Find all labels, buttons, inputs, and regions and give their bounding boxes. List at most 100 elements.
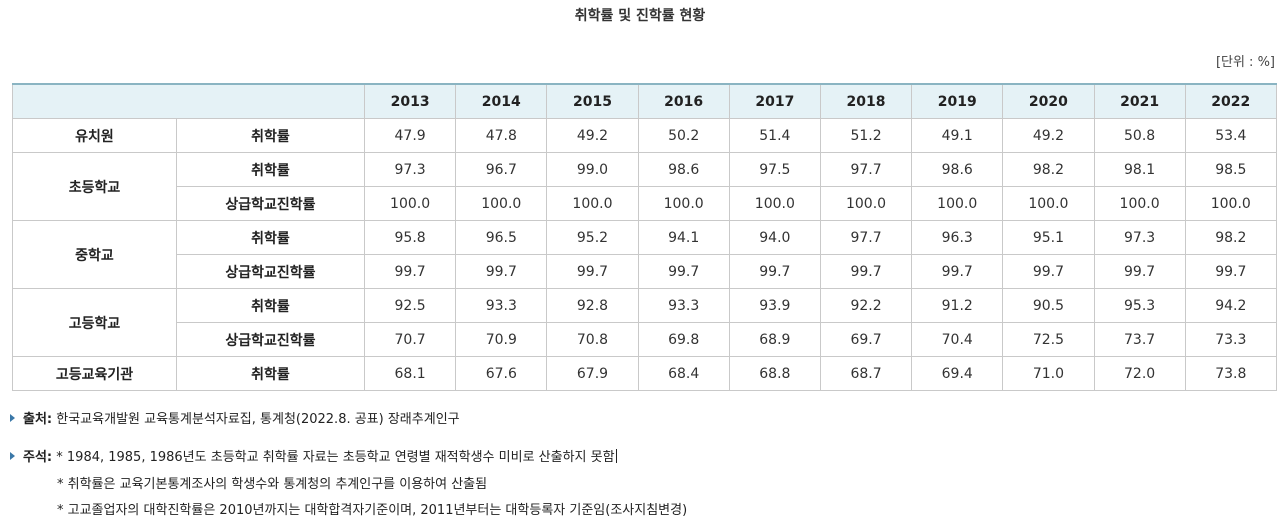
value-cell: 94.1 [637, 220, 730, 255]
value-cell: 94.2 [1184, 288, 1277, 323]
value-cell: 100.0 [637, 186, 730, 221]
group-cell: 고등교육기관 [12, 356, 177, 391]
value-cell: 98.6 [637, 152, 730, 187]
page-title: 취학률 및 진학률 현황 [574, 8, 706, 24]
value-cell: 69.7 [819, 322, 913, 357]
value-cell: 92.5 [363, 288, 457, 323]
value-cell: 99.7 [455, 254, 548, 289]
value-cell: 94.0 [728, 220, 821, 255]
year-header: 2017 [728, 83, 821, 119]
group-cell: 초등학교 [12, 152, 177, 221]
notes-label: 주석: [23, 450, 53, 465]
stats-table: 2013 2014 2015 2016 2017 2018 2019 2020 … [12, 83, 1277, 391]
value-cell: 47.8 [455, 118, 548, 153]
note-text: * 취학률은 교육기본통계조사의 학생수와 통계청의 추계인구를 이용하여 산출… [57, 477, 488, 492]
value-cell: 69.4 [911, 356, 1004, 391]
value-cell: 97.3 [363, 152, 457, 187]
source-line: 출처: 한국교육개발원 교육통계분석자료집, 통계청(2022.8. 공표) 장… [10, 408, 460, 427]
note-text: * 1984, 1985, 1986년도 초등학교 취학률 자료는 초등학교 연… [56, 450, 615, 465]
group-cell: 고등학교 [12, 288, 177, 357]
metric-cell: 취학률 [176, 152, 365, 187]
value-cell: 49.1 [911, 118, 1004, 153]
value-cell: 68.1 [363, 356, 457, 391]
value-cell: 96.3 [911, 220, 1004, 255]
value-cell: 51.4 [728, 118, 821, 153]
metric-cell: 취학률 [176, 220, 365, 255]
value-cell: 72.5 [1002, 322, 1095, 357]
value-cell: 95.1 [1002, 220, 1095, 255]
year-header: 2022 [1184, 83, 1277, 119]
value-cell: 100.0 [546, 186, 639, 221]
value-cell: 95.8 [363, 220, 457, 255]
text-cursor [615, 449, 617, 463]
value-cell: 99.7 [637, 254, 730, 289]
value-cell: 51.2 [819, 118, 913, 153]
value-cell: 71.0 [1002, 356, 1095, 391]
value-cell: 92.8 [546, 288, 639, 323]
table-row: 유치원 취학률 47.9 47.8 49.2 50.2 51.4 51.2 49… [12, 118, 1277, 153]
table-row: 상급학교진학률 70.7 70.9 70.8 69.8 68.9 69.7 70… [13, 322, 1277, 357]
value-cell: 99.7 [728, 254, 821, 289]
value-cell: 67.6 [455, 356, 548, 391]
value-cell: 100.0 [728, 186, 821, 221]
value-cell: 100.0 [819, 186, 913, 221]
value-cell: 97.5 [728, 152, 821, 187]
value-cell: 99.7 [1002, 254, 1095, 289]
value-cell: 70.9 [455, 322, 548, 357]
group-cell: 유치원 [12, 118, 177, 153]
value-cell: 72.0 [1093, 356, 1186, 391]
table-row: 상급학교진학률 100.0 100.0 100.0 100.0 100.0 10… [13, 186, 1277, 221]
table-row: 중학교 취학률 95.8 96.5 95.2 94.1 94.0 97.7 96… [12, 220, 1277, 289]
value-cell: 49.2 [1002, 118, 1095, 153]
value-cell: 68.4 [637, 356, 730, 391]
table-row: 초등학교 취학률 97.3 96.7 99.0 98.6 97.5 97.7 9… [12, 152, 1277, 221]
value-cell: 70.8 [546, 322, 639, 357]
value-cell: 97.7 [819, 220, 913, 255]
value-cell: 100.0 [455, 186, 548, 221]
year-header: 2014 [455, 83, 548, 119]
value-cell: 98.6 [911, 152, 1004, 187]
table-row: 고등교육기관 취학률 68.1 67.6 67.9 68.4 68.8 68.7… [12, 356, 1277, 391]
value-cell: 96.5 [455, 220, 548, 255]
unit-label: [단위 : %] [1215, 55, 1275, 70]
metric-cell: 상급학교진학률 [176, 186, 365, 221]
value-cell: 98.2 [1184, 220, 1277, 255]
value-cell: 99.7 [1093, 254, 1186, 289]
value-cell: 53.4 [1184, 118, 1277, 153]
year-header: 2021 [1093, 83, 1186, 119]
value-cell: 100.0 [1093, 186, 1186, 221]
value-cell: 100.0 [1184, 186, 1277, 221]
value-cell: 99.7 [363, 254, 457, 289]
value-cell: 73.7 [1093, 322, 1186, 357]
value-cell: 100.0 [911, 186, 1004, 221]
table-row: 고등학교 취학률 92.5 93.3 92.8 93.3 93.9 92.2 9… [12, 288, 1277, 357]
year-header: 2020 [1002, 83, 1095, 119]
value-cell: 99.7 [1184, 254, 1277, 289]
note-text: * 고교졸업자의 대학진학률은 2010년까지는 대학합격자기준이며, 2011… [57, 503, 688, 518]
value-cell: 68.9 [728, 322, 821, 357]
header-row: 2013 2014 2015 2016 2017 2018 2019 2020 … [12, 83, 1277, 119]
value-cell: 67.9 [546, 356, 639, 391]
year-header: 2015 [546, 83, 639, 119]
value-cell: 93.3 [637, 288, 730, 323]
value-cell: 97.7 [819, 152, 913, 187]
value-cell: 100.0 [1002, 186, 1095, 221]
value-cell: 70.4 [911, 322, 1004, 357]
year-header: 2018 [819, 83, 913, 119]
source-label: 출처: [23, 412, 53, 427]
value-cell: 93.3 [455, 288, 548, 323]
value-cell: 95.3 [1093, 288, 1186, 323]
value-cell: 99.7 [819, 254, 913, 289]
year-header: 2019 [911, 83, 1004, 119]
value-cell: 98.2 [1002, 152, 1095, 187]
value-cell: 70.7 [363, 322, 457, 357]
year-header: 2013 [363, 83, 457, 119]
source-text: 한국교육개발원 교육통계분석자료집, 통계청(2022.8. 공표) 장래추계인… [56, 412, 460, 427]
note-line: 주석: * 1984, 1985, 1986년도 초등학교 취학률 자료는 초등… [10, 446, 617, 465]
value-cell: 96.7 [455, 152, 548, 187]
metric-cell: 상급학교진학률 [176, 322, 365, 357]
value-cell: 47.9 [363, 118, 457, 153]
value-cell: 92.2 [819, 288, 913, 323]
value-cell: 91.2 [911, 288, 1004, 323]
value-cell: 99.7 [546, 254, 639, 289]
